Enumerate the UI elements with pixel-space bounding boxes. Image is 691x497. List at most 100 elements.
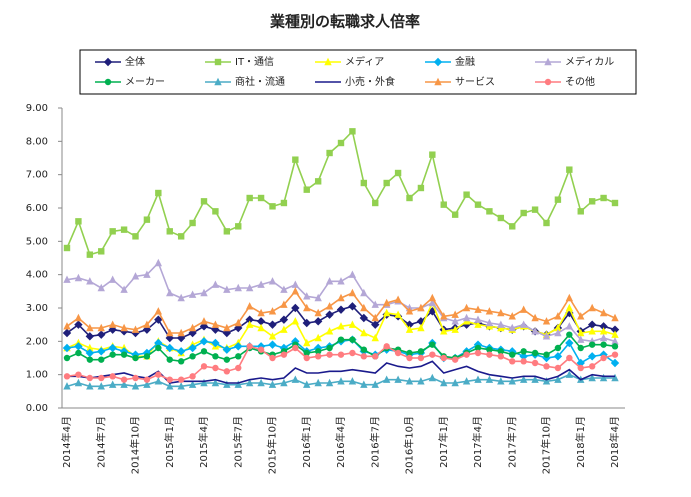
marker	[474, 305, 482, 313]
marker	[63, 354, 71, 362]
x-tick-label: 2014年10月	[129, 416, 142, 474]
marker	[462, 377, 471, 385]
marker	[85, 348, 95, 358]
marker	[371, 313, 379, 322]
marker	[542, 332, 551, 340]
marker	[188, 343, 197, 353]
marker	[485, 318, 494, 327]
marker	[212, 353, 219, 360]
marker	[166, 288, 174, 297]
marker	[417, 348, 425, 355]
marker	[292, 344, 299, 352]
marker	[543, 219, 550, 227]
marker	[463, 351, 470, 358]
marker	[75, 371, 82, 378]
marker	[520, 209, 527, 217]
marker	[280, 351, 288, 358]
marker	[428, 373, 437, 382]
y-tick-label: 0.00	[26, 403, 48, 414]
marker	[131, 382, 140, 390]
marker	[451, 211, 459, 218]
marker	[566, 331, 573, 338]
marker	[497, 377, 505, 385]
marker	[314, 348, 322, 355]
marker	[405, 307, 414, 315]
marker	[360, 346, 368, 353]
marker	[245, 302, 254, 310]
marker	[599, 373, 608, 382]
marker	[542, 317, 551, 325]
marker	[520, 358, 527, 365]
marker	[360, 328, 368, 337]
marker	[577, 328, 585, 337]
marker	[554, 344, 562, 352]
marker	[610, 325, 620, 334]
marker	[143, 270, 151, 278]
marker	[166, 328, 174, 337]
marker	[200, 198, 208, 205]
marker	[451, 310, 459, 318]
marker	[245, 283, 254, 292]
legend-label: 小売・外食	[345, 75, 395, 88]
marker	[566, 166, 573, 173]
marker	[188, 290, 197, 298]
marker	[143, 353, 151, 360]
marker	[200, 378, 208, 387]
marker	[326, 344, 333, 352]
marker	[154, 338, 163, 348]
marker	[360, 288, 368, 297]
marker	[337, 377, 345, 385]
marker	[325, 302, 334, 310]
marker	[211, 338, 220, 348]
marker	[120, 376, 128, 383]
marker	[314, 178, 322, 185]
marker	[268, 340, 277, 349]
marker	[234, 283, 242, 292]
marker	[188, 380, 197, 388]
marker	[451, 378, 459, 387]
marker	[509, 223, 516, 230]
marker	[565, 322, 574, 330]
marker	[143, 320, 151, 328]
marker	[214, 58, 222, 66]
marker	[348, 270, 357, 278]
marker	[588, 198, 596, 205]
marker	[280, 378, 288, 387]
marker	[577, 344, 584, 352]
marker	[222, 345, 232, 354]
marker	[434, 77, 442, 86]
marker	[451, 356, 459, 363]
y-tick-label: 2.00	[26, 336, 48, 347]
legend-label: 金融	[455, 55, 475, 68]
marker	[257, 194, 265, 202]
marker	[212, 208, 219, 215]
marker	[336, 305, 346, 314]
series-line	[67, 360, 615, 384]
marker	[97, 382, 105, 390]
marker	[313, 317, 323, 326]
marker	[543, 351, 550, 358]
marker	[246, 194, 253, 202]
marker	[269, 203, 276, 210]
marker	[394, 169, 402, 177]
marker	[103, 57, 113, 67]
legend-box	[79, 49, 637, 95]
marker	[268, 332, 277, 340]
marker	[554, 312, 562, 320]
marker	[554, 375, 562, 383]
marker	[463, 191, 470, 198]
marker	[223, 323, 231, 332]
marker	[531, 206, 539, 213]
marker	[394, 310, 402, 318]
marker	[348, 320, 357, 328]
marker	[600, 194, 607, 202]
marker	[303, 186, 310, 193]
marker	[405, 377, 414, 385]
marker	[234, 323, 243, 333]
marker	[519, 320, 528, 328]
x-tick-label: 2016年10月	[403, 416, 416, 474]
marker	[372, 199, 379, 207]
marker	[131, 272, 140, 280]
marker	[383, 179, 390, 187]
marker	[280, 199, 288, 207]
